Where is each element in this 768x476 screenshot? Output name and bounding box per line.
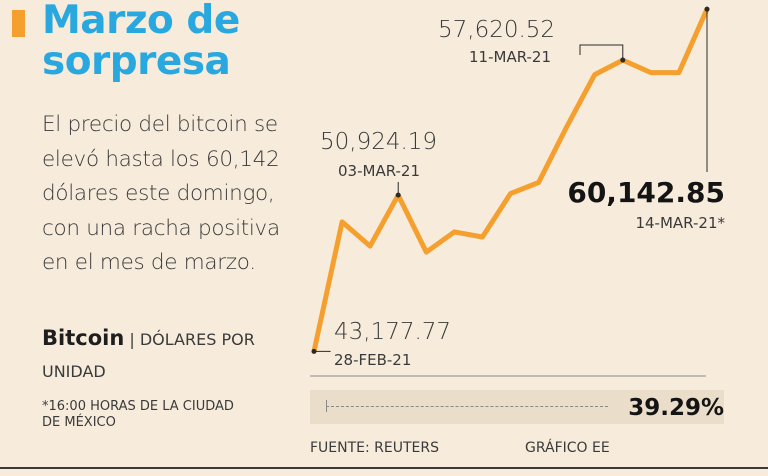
series-unit: | DÓLARES POR UNIDAD bbox=[42, 330, 255, 381]
change-box bbox=[310, 390, 724, 424]
label-peak2-date: 11-MAR-21 bbox=[469, 48, 551, 66]
data-point-14-MAR-21 bbox=[704, 6, 710, 12]
label-peak2-value: 57,620.52 bbox=[438, 17, 555, 43]
change-percentage: 39.29% bbox=[628, 395, 724, 421]
change-dash bbox=[326, 406, 608, 407]
title-line-1: Marzo de bbox=[42, 0, 240, 43]
label-last-value: 60,142.85 bbox=[567, 176, 725, 209]
series-name: Bitcoin bbox=[42, 326, 125, 350]
price-line bbox=[311, 6, 710, 354]
source-label: FUENTE: REUTERS bbox=[310, 440, 440, 456]
data-point-28-FEB-21 bbox=[311, 348, 317, 354]
data-point-03-MAR-21 bbox=[395, 192, 401, 198]
description: El precio del bitcoin se elevó hasta los… bbox=[42, 112, 280, 275]
credit-label: GRÁFICO EE bbox=[525, 440, 610, 456]
label-start-value: 43,177.77 bbox=[334, 319, 451, 345]
accent-bar bbox=[12, 10, 25, 37]
label-last-date: 14-MAR-21* bbox=[635, 214, 725, 232]
time-note: *16:00 HORAS DE LA CIUDAD DE MÉXICO bbox=[42, 399, 234, 430]
callout-start bbox=[314, 350, 331, 352]
bottom-rule bbox=[0, 467, 768, 469]
label-start-date: 28-FEB-21 bbox=[334, 351, 411, 369]
title-line-2: sorpresa bbox=[42, 39, 231, 84]
label-peak1-value: 50,924.19 bbox=[320, 129, 437, 155]
callout-peak2 bbox=[579, 44, 624, 61]
chart-legend: Bitcoin | DÓLARES POR UNIDAD bbox=[42, 322, 272, 388]
page-title: Marzo de sorpresa bbox=[42, 0, 240, 82]
data-point-11-MAR-21 bbox=[620, 57, 626, 63]
label-peak1-date: 03-MAR-21 bbox=[338, 162, 420, 180]
